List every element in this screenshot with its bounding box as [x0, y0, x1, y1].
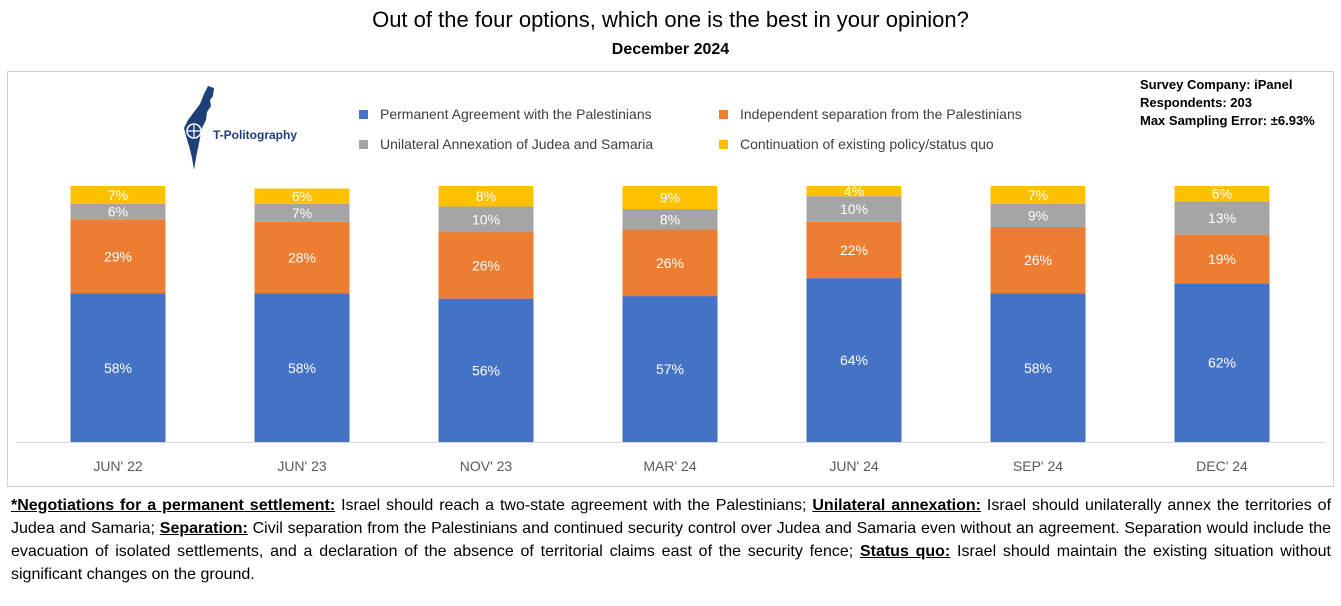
bar-segment — [254, 221, 350, 294]
data-label: 26% — [472, 257, 500, 273]
bar-segment — [1174, 186, 1270, 202]
legend-swatch — [719, 109, 728, 119]
bar-segment — [622, 229, 718, 297]
data-label: 6% — [108, 204, 128, 220]
data-label: 9% — [1028, 207, 1048, 223]
footnote-text: Civil separation from the Palestinians a… — [11, 520, 1331, 560]
data-label: 19% — [1208, 251, 1236, 267]
footnote-term-status-quo: Status quo: — [859, 543, 951, 560]
data-label: 8% — [476, 188, 496, 204]
data-label: 7% — [108, 187, 128, 203]
bar-segment — [70, 219, 166, 294]
footnote-text: Israel should unilaterally annex the ter… — [11, 497, 1332, 537]
data-label: 26% — [656, 255, 684, 271]
data-label: 58% — [104, 360, 132, 376]
bar-segment — [806, 196, 902, 222]
data-label: 22% — [840, 242, 868, 258]
legend-label: Permanent Agreement with the Palestinian… — [380, 106, 652, 122]
logo-text: T-Politography — [213, 128, 297, 142]
bar-segment — [70, 203, 166, 220]
bar-segment — [438, 232, 534, 299]
bar-segment — [622, 209, 718, 230]
bar-segment — [990, 293, 1086, 442]
data-label: 13% — [1208, 210, 1236, 226]
data-label: 28% — [288, 250, 316, 266]
x-tick-label: JUN' 24 — [829, 458, 879, 474]
footnote-term-separation: Separation: — [159, 520, 248, 537]
bar-segment — [990, 203, 1086, 227]
data-label: 29% — [104, 248, 132, 264]
x-tick-label: DEC' 24 — [1196, 458, 1248, 474]
logo: T-Politography — [180, 82, 300, 174]
bar-segment — [254, 293, 350, 442]
bar-segment — [1174, 283, 1270, 442]
survey-info: Survey Company: iPanel Respondents: 203 … — [1140, 76, 1315, 130]
legend-item-independent-separation: Independent separation from the Palestin… — [719, 106, 1022, 122]
bar-segment — [622, 186, 718, 210]
data-label: 7% — [1028, 187, 1048, 203]
bar-segment — [438, 298, 534, 442]
data-label: 10% — [840, 201, 868, 217]
data-label: 56% — [472, 362, 500, 378]
x-tick-label: JUN' 23 — [277, 458, 327, 474]
bar-segment — [438, 206, 534, 233]
data-label: 6% — [1212, 186, 1232, 202]
legend-label: Continuation of existing policy/status q… — [740, 136, 994, 152]
footnote-text: Israel should reach a two-state agreemen… — [335, 497, 813, 514]
bar-segment — [990, 226, 1086, 294]
footnote-term-annexation: Unilateral annexation: — [812, 497, 981, 514]
footnote-term-permanent: *Negotiations for a permanent settlement… — [11, 497, 336, 514]
data-label: 62% — [1208, 355, 1236, 371]
bar-segment — [806, 221, 902, 279]
data-label: 4% — [844, 183, 864, 199]
bar-segment — [806, 186, 902, 197]
chart-subtitle: December 2024 — [611, 41, 730, 58]
data-label: 7% — [292, 205, 312, 221]
data-label: 57% — [656, 361, 684, 377]
legend-item-status-quo: Continuation of existing policy/status q… — [719, 136, 994, 152]
bar-segment — [438, 186, 534, 207]
x-tick-label: JUN' 22 — [93, 458, 143, 474]
bar-segment — [622, 296, 718, 442]
legend-item-permanent-agreement: Permanent Agreement with the Palestinian… — [359, 106, 652, 122]
data-label: 9% — [660, 190, 680, 206]
chart-title: Out of the four options, which one is th… — [372, 7, 969, 32]
bar-segment — [990, 186, 1086, 204]
data-label: 10% — [472, 211, 500, 227]
bar-segment — [1174, 234, 1270, 284]
bar-segment — [254, 203, 350, 222]
footnote-text: Israel should maintain the existing situ… — [11, 543, 1331, 583]
respondents-count: Respondents: 203 — [1140, 95, 1252, 110]
legend-label: Unilateral Annexation of Judea and Samar… — [380, 136, 654, 152]
data-label: 26% — [1024, 252, 1052, 268]
israel-map-icon — [184, 86, 214, 170]
bar-segment — [70, 186, 166, 204]
legend-swatch — [359, 139, 368, 149]
legend-label: Independent separation from the Palestin… — [740, 106, 1022, 122]
legend-item-unilateral-annexation: Unilateral Annexation of Judea and Samar… — [359, 136, 653, 152]
chart-area: 58% 29% 6% 7% JUN' 22 58% 28% 7% 6% JUN' 23 56% 26%… — [7, 71, 1334, 487]
bar-segment — [254, 188, 350, 204]
bar-segment — [70, 293, 166, 442]
bar-segment — [1174, 201, 1270, 235]
sampling-error: Max Sampling Error: ±6.93% — [1140, 113, 1315, 128]
x-tick-label: SEP' 24 — [1013, 458, 1063, 474]
footnote: *Negotiations for a permanent settlement… — [11, 494, 1331, 586]
x-tick-label: NOV' 23 — [460, 458, 513, 474]
data-label: 6% — [292, 188, 312, 204]
data-label: 64% — [840, 352, 868, 368]
x-tick-label: MAR' 24 — [643, 458, 696, 474]
legend-swatch — [719, 139, 728, 149]
data-label: 8% — [660, 211, 680, 227]
legend-swatch — [359, 109, 368, 119]
data-label: 58% — [288, 360, 316, 376]
data-label: 58% — [1024, 360, 1052, 376]
bar-segment — [806, 278, 902, 442]
survey-company: Survey Company: iPanel — [1140, 77, 1293, 92]
